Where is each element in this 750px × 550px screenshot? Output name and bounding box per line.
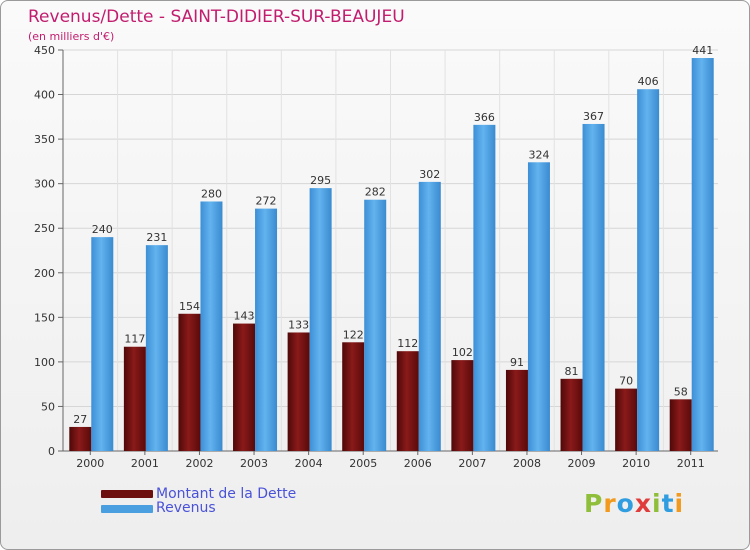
bar-revenue xyxy=(637,89,660,451)
y-tick-label: 0 xyxy=(48,445,55,458)
y-tick-label: 450 xyxy=(34,44,55,57)
x-tick-label: 2007 xyxy=(458,457,486,470)
bar-debt xyxy=(560,378,583,451)
value-label: 143 xyxy=(234,310,255,323)
value-label: 117 xyxy=(124,333,145,346)
x-tick-label: 2008 xyxy=(513,457,541,470)
proxiti-logo: Proxiti xyxy=(584,489,684,518)
bar-revenue xyxy=(527,162,550,451)
x-tick-label: 2009 xyxy=(568,457,596,470)
legend-label-debt: Montant de la Dette xyxy=(156,486,297,502)
y-tick-label: 400 xyxy=(34,89,55,102)
bar-revenue xyxy=(473,124,496,451)
y-tick-label: 100 xyxy=(34,356,55,369)
bar-revenue xyxy=(364,199,387,451)
y-tick-label: 350 xyxy=(34,133,55,146)
chart-title: Revenus/Dette - SAINT-DIDIER-SUR-BEAUJEU xyxy=(28,7,405,27)
legend-label-revenue: Revenus xyxy=(156,500,216,516)
bar-debt xyxy=(451,360,474,451)
x-tick-label: 2000 xyxy=(76,457,104,470)
value-label: 112 xyxy=(397,337,418,350)
value-label: 441 xyxy=(692,44,713,57)
value-label: 81 xyxy=(565,365,579,378)
logo-letter: i xyxy=(652,489,662,518)
logo-letter: x xyxy=(634,489,652,518)
logo-letter: i xyxy=(674,489,685,518)
x-tick-label: 2006 xyxy=(404,457,432,470)
x-tick-label: 2002 xyxy=(185,457,213,470)
x-tick-label: 2011 xyxy=(677,457,705,470)
y-tick-label: 150 xyxy=(34,311,55,324)
value-label: 231 xyxy=(146,231,167,244)
y-tick-label: 250 xyxy=(34,222,55,235)
value-label: 282 xyxy=(365,186,386,199)
bar-debt xyxy=(233,323,256,451)
bars xyxy=(69,58,714,452)
bar-revenue xyxy=(418,181,441,451)
axes: 0 50 100 150 200 250 300 350 400 450 2000 2001 2002 2… xyxy=(34,44,718,470)
value-label: 295 xyxy=(310,174,331,187)
bar-debt xyxy=(396,351,419,451)
logo-letter: o xyxy=(616,489,635,518)
bar-revenue xyxy=(91,237,114,451)
value-label: 367 xyxy=(583,110,604,123)
value-label: 91 xyxy=(510,356,524,369)
value-label: 58 xyxy=(674,385,688,398)
x-tick-label: 2001 xyxy=(131,457,159,470)
bar-revenue xyxy=(255,208,278,451)
value-label: 272 xyxy=(256,195,277,208)
bar-debt xyxy=(123,346,146,451)
value-label: 133 xyxy=(288,318,309,331)
bar-debt xyxy=(505,369,528,451)
bar-revenue xyxy=(309,188,332,451)
value-label: 240 xyxy=(92,223,113,236)
y-tick-label: 50 xyxy=(41,400,55,413)
x-tick-label: 2004 xyxy=(295,457,323,470)
value-label: 122 xyxy=(343,328,364,341)
value-label: 27 xyxy=(73,413,87,426)
legend-swatch-revenue xyxy=(101,505,153,513)
bar-debt xyxy=(178,313,201,451)
logo-letter: r xyxy=(603,489,617,518)
value-label: 406 xyxy=(638,75,659,88)
bar-debt xyxy=(342,342,365,451)
value-label: 324 xyxy=(528,148,549,161)
logo-letter: P xyxy=(584,489,604,518)
value-label: 302 xyxy=(419,168,440,181)
logo-letter: t xyxy=(661,489,675,518)
y-tick-label: 300 xyxy=(34,178,55,191)
x-tick-label: 2005 xyxy=(349,457,377,470)
bar-revenue xyxy=(200,201,223,451)
x-tick-label: 2010 xyxy=(622,457,650,470)
bar-revenue xyxy=(691,58,714,452)
bar-debt xyxy=(615,388,638,451)
chart-subtitle: (en milliers d'€) xyxy=(28,30,115,43)
gridlines xyxy=(63,49,718,452)
value-label: 70 xyxy=(619,375,633,388)
value-label: 280 xyxy=(201,187,222,200)
x-tick-label: 2003 xyxy=(240,457,268,470)
bar-debt xyxy=(69,426,92,451)
y-tick-label: 200 xyxy=(34,267,55,280)
bar-revenue xyxy=(582,123,605,451)
value-labels: 27 240 117 231 154 280 143 272 133 295 122 282 112 30… xyxy=(73,44,713,426)
value-label: 154 xyxy=(179,300,200,313)
bar-revenue xyxy=(145,245,168,451)
value-label: 102 xyxy=(452,346,473,359)
bar-debt xyxy=(287,332,310,451)
legend-swatch-debt xyxy=(101,490,153,498)
bar-debt xyxy=(669,399,692,451)
value-label: 366 xyxy=(474,111,495,124)
